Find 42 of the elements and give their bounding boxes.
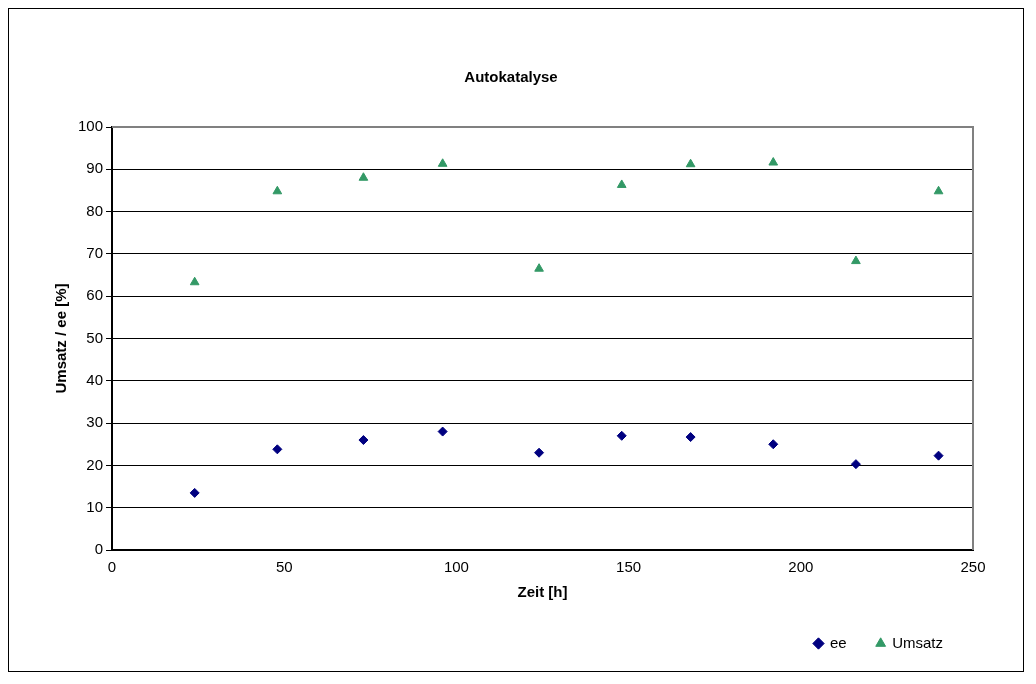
legend-label: ee — [829, 633, 847, 651]
x-tick-label: 50 — [275, 558, 293, 576]
point — [534, 263, 544, 272]
x-tick-label: 150 — [616, 558, 642, 576]
y-axis-title: Umsatz / ee [%] — [52, 283, 70, 394]
point — [933, 450, 944, 461]
point — [616, 430, 627, 441]
point — [768, 157, 779, 166]
point — [358, 435, 369, 446]
y-tick-label: 50 — [86, 328, 104, 346]
y-tick-label: 70 — [86, 244, 104, 262]
y-tick-label: 80 — [86, 201, 104, 219]
point — [437, 426, 448, 437]
point — [272, 185, 283, 195]
point — [534, 447, 545, 458]
y-tick-label: 100 — [78, 117, 104, 135]
point — [189, 276, 200, 286]
point — [358, 172, 369, 181]
point — [933, 185, 944, 195]
chart-title: Autokatalyse — [464, 68, 558, 86]
x-tick-label: 0 — [107, 558, 117, 576]
point — [768, 439, 779, 450]
y-tick-label: 40 — [86, 370, 104, 388]
point — [850, 459, 861, 470]
y-tick-label: 30 — [86, 413, 104, 431]
point — [685, 432, 696, 443]
point — [189, 487, 200, 498]
y-tick-label: 90 — [86, 159, 104, 177]
point — [685, 158, 696, 168]
point — [851, 255, 861, 265]
y-tick-label: 0 — [94, 540, 104, 558]
legend-label: Umsatz — [892, 633, 944, 651]
point — [437, 158, 448, 167]
point — [272, 444, 283, 455]
x-axis-title: Zeit [h] — [517, 583, 568, 601]
x-tick-label: 200 — [788, 558, 814, 576]
x-tick-label: 100 — [443, 558, 469, 576]
y-tick-label: 10 — [86, 497, 104, 515]
x-tick-label: 250 — [960, 558, 986, 576]
y-tick-label: 60 — [86, 286, 104, 304]
point — [616, 179, 627, 188]
y-tick-label: 20 — [86, 455, 104, 473]
